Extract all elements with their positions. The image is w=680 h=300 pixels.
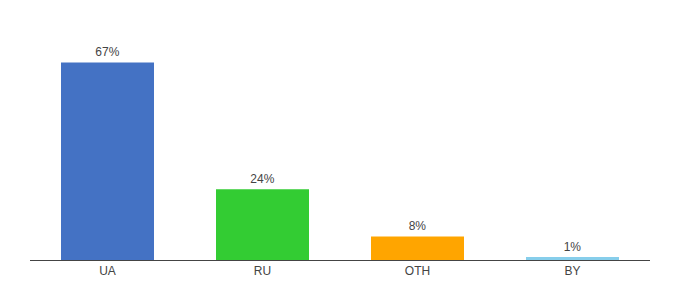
svg-text:24%: 24% <box>250 172 274 186</box>
svg-text:OTH: OTH <box>405 264 430 278</box>
svg-text:RU: RU <box>254 264 271 278</box>
svg-text:BY: BY <box>564 264 580 278</box>
svg-text:1%: 1% <box>564 240 582 254</box>
svg-text:8%: 8% <box>409 219 427 233</box>
svg-text:UA: UA <box>99 264 116 278</box>
svg-text:67%: 67% <box>95 45 119 59</box>
